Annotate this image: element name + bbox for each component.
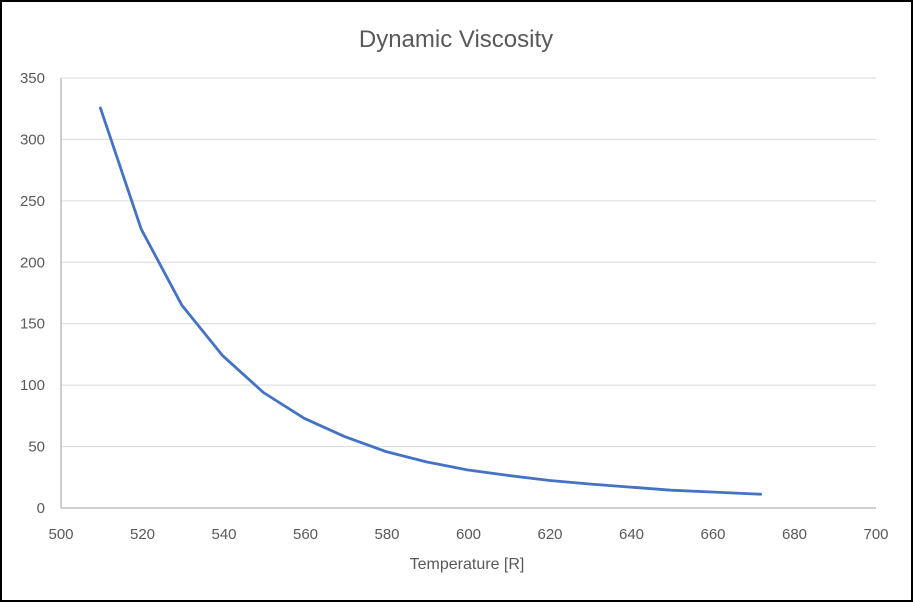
- x-tick-label: 640: [619, 526, 644, 543]
- x-tick-label: 560: [293, 526, 318, 543]
- x-tick-label: 600: [456, 526, 481, 543]
- x-tick-label: 520: [130, 526, 155, 543]
- x-tick-label: 500: [48, 526, 73, 543]
- gridlines: [61, 77, 876, 448]
- series-line: [99, 106, 762, 496]
- x-axis-ticks: 500 520 540 560 580 600 620 640 660 680 700: [48, 526, 888, 543]
- y-axis-ticks: 0 50 100 150 200 250 300 350: [20, 70, 45, 517]
- x-tick-label: 660: [700, 526, 725, 543]
- x-tick-label: 680: [782, 526, 807, 543]
- y-tick-label: 0: [37, 500, 45, 517]
- y-tick-label: 50: [28, 439, 45, 456]
- x-tick-label: 620: [537, 526, 562, 543]
- y-tick-label: 300: [20, 131, 45, 148]
- x-tick-label: 540: [211, 526, 236, 543]
- y-tick-label: 350: [20, 70, 45, 87]
- y-tick-label: 100: [20, 377, 45, 394]
- series-group: [99, 106, 762, 496]
- y-tick-label: 150: [20, 316, 45, 333]
- x-axis-label: Temperature [R]: [410, 556, 525, 573]
- x-tick-label: 700: [863, 526, 888, 543]
- chart-title: Dynamic Viscosity: [359, 26, 553, 53]
- x-tick-label: 580: [374, 526, 399, 543]
- y-tick-label: 250: [20, 193, 45, 210]
- y-tick-label: 200: [20, 254, 45, 271]
